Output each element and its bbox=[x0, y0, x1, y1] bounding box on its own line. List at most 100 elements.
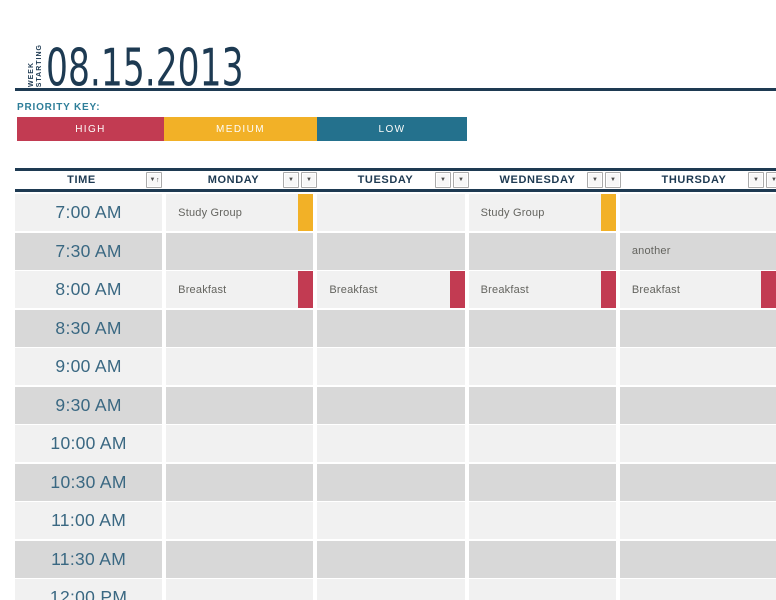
monday-priority-filter-button[interactable]: ▼ bbox=[301, 172, 317, 188]
priority-tag-tuesday[interactable] bbox=[449, 463, 465, 501]
priority-tag-monday[interactable] bbox=[298, 463, 314, 501]
priority-tag-thursday[interactable] bbox=[761, 463, 776, 501]
event-cell-wednesday[interactable] bbox=[468, 502, 601, 539]
priority-tag-wednesday[interactable] bbox=[600, 386, 616, 424]
time-cell[interactable]: 8:00 AM bbox=[15, 271, 163, 308]
event-cell-monday[interactable]: Breakfast bbox=[166, 271, 299, 308]
priority-tag-tuesday[interactable] bbox=[449, 232, 465, 270]
event-cell-tuesday[interactable] bbox=[317, 579, 450, 600]
time-cell[interactable]: 12:00 PM bbox=[15, 579, 163, 600]
thursday-filter-button[interactable]: ▼ bbox=[748, 172, 764, 188]
event-cell-wednesday[interactable]: Study Group bbox=[468, 194, 601, 231]
time-sort-filter-button[interactable]: ▼ ↑ bbox=[146, 172, 162, 188]
priority-tag-tuesday[interactable] bbox=[449, 386, 465, 424]
event-cell-monday[interactable] bbox=[166, 386, 299, 424]
event-cell-wednesday[interactable] bbox=[468, 425, 601, 462]
priority-tag-wednesday[interactable] bbox=[600, 309, 616, 347]
priority-tag-wednesday[interactable] bbox=[600, 271, 616, 308]
event-cell-tuesday[interactable] bbox=[317, 194, 450, 231]
monday-filter-button[interactable]: ▼ bbox=[283, 172, 299, 188]
event-cell-thursday[interactable] bbox=[619, 425, 762, 462]
event-cell-thursday[interactable] bbox=[619, 502, 762, 539]
priority-tag-thursday[interactable] bbox=[761, 540, 776, 578]
event-cell-monday[interactable] bbox=[166, 348, 299, 385]
event-cell-monday[interactable] bbox=[166, 309, 299, 347]
event-cell-thursday[interactable] bbox=[619, 348, 762, 385]
priority-tag-thursday[interactable] bbox=[761, 232, 776, 270]
priority-tag-tuesday[interactable] bbox=[449, 502, 465, 539]
priority-tag-monday[interactable] bbox=[298, 386, 314, 424]
tuesday-filter-button[interactable]: ▼ bbox=[435, 172, 451, 188]
event-cell-wednesday[interactable] bbox=[468, 386, 601, 424]
time-cell[interactable]: 9:30 AM bbox=[15, 386, 163, 424]
priority-tag-tuesday[interactable] bbox=[449, 425, 465, 462]
event-cell-tuesday[interactable] bbox=[317, 502, 450, 539]
priority-tag-monday[interactable] bbox=[298, 348, 314, 385]
event-cell-wednesday[interactable] bbox=[468, 463, 601, 501]
priority-tag-monday[interactable] bbox=[298, 540, 314, 578]
time-cell[interactable]: 10:30 AM bbox=[15, 463, 163, 501]
priority-tag-monday[interactable] bbox=[298, 309, 314, 347]
priority-tag-monday[interactable] bbox=[298, 579, 314, 600]
priority-tag-thursday[interactable] bbox=[761, 579, 776, 600]
time-cell[interactable]: 9:00 AM bbox=[15, 348, 163, 385]
event-cell-monday[interactable]: Study Group bbox=[166, 194, 299, 231]
priority-tag-thursday[interactable] bbox=[761, 425, 776, 462]
priority-tag-tuesday[interactable] bbox=[449, 194, 465, 231]
event-cell-monday[interactable] bbox=[166, 502, 299, 539]
priority-tag-monday[interactable] bbox=[298, 502, 314, 539]
event-cell-thursday[interactable]: Breakfast bbox=[619, 271, 762, 308]
priority-tag-wednesday[interactable] bbox=[600, 425, 616, 462]
event-cell-thursday[interactable] bbox=[619, 463, 762, 501]
event-cell-tuesday[interactable] bbox=[317, 540, 450, 578]
priority-tag-wednesday[interactable] bbox=[600, 540, 616, 578]
wednesday-filter-button[interactable]: ▼ bbox=[587, 172, 603, 188]
event-cell-thursday[interactable]: another bbox=[619, 232, 762, 270]
priority-tag-wednesday[interactable] bbox=[600, 348, 616, 385]
priority-tag-thursday[interactable] bbox=[761, 386, 776, 424]
priority-tag-monday[interactable] bbox=[298, 232, 314, 270]
wednesday-priority-filter-button[interactable]: ▼ bbox=[605, 172, 621, 188]
thursday-priority-filter-button[interactable]: ▼ bbox=[766, 172, 776, 188]
time-cell[interactable]: 10:00 AM bbox=[15, 425, 163, 462]
event-cell-tuesday[interactable] bbox=[317, 425, 450, 462]
event-cell-thursday[interactable] bbox=[619, 579, 762, 600]
event-cell-tuesday[interactable] bbox=[317, 386, 450, 424]
event-cell-monday[interactable] bbox=[166, 540, 299, 578]
priority-tag-thursday[interactable] bbox=[761, 502, 776, 539]
priority-tag-thursday[interactable] bbox=[761, 309, 776, 347]
priority-tag-tuesday[interactable] bbox=[449, 579, 465, 600]
priority-tag-tuesday[interactable] bbox=[449, 309, 465, 347]
priority-tag-wednesday[interactable] bbox=[600, 463, 616, 501]
priority-tag-wednesday[interactable] bbox=[600, 502, 616, 539]
priority-tag-tuesday[interactable] bbox=[449, 348, 465, 385]
event-cell-tuesday[interactable] bbox=[317, 309, 450, 347]
event-cell-wednesday[interactable] bbox=[468, 309, 601, 347]
time-cell[interactable]: 11:30 AM bbox=[15, 540, 163, 578]
event-cell-tuesday[interactable] bbox=[317, 232, 450, 270]
event-cell-wednesday[interactable] bbox=[468, 540, 601, 578]
event-cell-thursday[interactable] bbox=[619, 386, 762, 424]
event-cell-thursday[interactable] bbox=[619, 194, 762, 231]
priority-tag-thursday[interactable] bbox=[761, 271, 776, 308]
time-cell[interactable]: 11:00 AM bbox=[15, 502, 163, 539]
event-cell-wednesday[interactable] bbox=[468, 348, 601, 385]
priority-tag-monday[interactable] bbox=[298, 425, 314, 462]
priority-tag-monday[interactable] bbox=[298, 271, 314, 308]
priority-tag-tuesday[interactable] bbox=[449, 540, 465, 578]
priority-tag-wednesday[interactable] bbox=[600, 579, 616, 600]
time-cell[interactable]: 7:00 AM bbox=[15, 194, 163, 231]
tuesday-priority-filter-button[interactable]: ▼ bbox=[453, 172, 469, 188]
event-cell-thursday[interactable] bbox=[619, 309, 762, 347]
event-cell-tuesday[interactable] bbox=[317, 463, 450, 501]
event-cell-monday[interactable] bbox=[166, 232, 299, 270]
event-cell-wednesday[interactable] bbox=[468, 232, 601, 270]
priority-tag-tuesday[interactable] bbox=[449, 271, 465, 308]
priority-tag-thursday[interactable] bbox=[761, 194, 776, 231]
event-cell-monday[interactable] bbox=[166, 579, 299, 600]
time-cell[interactable]: 7:30 AM bbox=[15, 232, 163, 270]
event-cell-wednesday[interactable] bbox=[468, 579, 601, 600]
event-cell-monday[interactable] bbox=[166, 463, 299, 501]
priority-tag-monday[interactable] bbox=[298, 194, 314, 231]
time-cell[interactable]: 8:30 AM bbox=[15, 309, 163, 347]
